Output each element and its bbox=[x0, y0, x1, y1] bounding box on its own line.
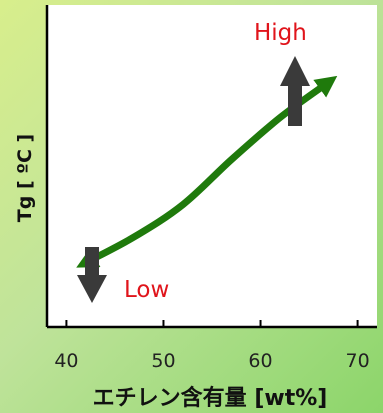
low-label: Low bbox=[124, 277, 169, 303]
x-tick-label: 40 bbox=[54, 350, 78, 372]
ethylene-tg-curve bbox=[76, 75, 338, 268]
x-axis-title: エチレン含有量 [wt%] bbox=[93, 385, 328, 411]
x-tick-label: 60 bbox=[248, 350, 272, 372]
low-arrow-icon bbox=[77, 247, 107, 303]
x-tick-label: 70 bbox=[345, 350, 369, 372]
high-arrow-icon bbox=[280, 56, 310, 126]
y-axis-title: Tg [ ºC ] bbox=[14, 134, 36, 222]
x-tick-label: 50 bbox=[151, 350, 175, 372]
x-tick-labels: 40 50 60 70 bbox=[54, 350, 369, 372]
x-ticks bbox=[65, 320, 359, 327]
high-label: High bbox=[254, 20, 307, 46]
